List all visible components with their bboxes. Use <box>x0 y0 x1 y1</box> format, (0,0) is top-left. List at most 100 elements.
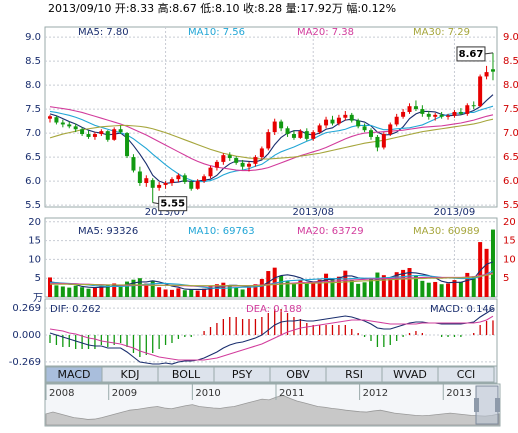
tab-label[interactable]: RSI <box>345 368 363 381</box>
candle-body <box>291 134 296 138</box>
candle-body <box>375 136 380 148</box>
y-tick-label: 6.5 <box>25 152 41 163</box>
volume-bar <box>163 289 168 297</box>
candle-body <box>381 134 386 148</box>
candle-body <box>227 155 232 159</box>
candle-body <box>439 114 444 117</box>
volume-bar <box>202 288 207 297</box>
macd-panel <box>44 298 498 367</box>
legend-entry: MA5: 7.80 <box>78 27 129 38</box>
volume-bar <box>234 287 239 297</box>
navigator-window[interactable] <box>475 385 499 425</box>
candle-body <box>60 122 65 125</box>
candle-body <box>426 113 431 117</box>
tab-label[interactable]: BOLL <box>172 368 201 381</box>
tab-label[interactable]: CCI <box>457 368 476 381</box>
y-tick-label: 9.0 <box>25 32 41 43</box>
volume-bar <box>60 286 65 297</box>
volume-bar <box>279 275 284 297</box>
y-tick-label-right: 5 <box>503 273 509 284</box>
candle-body <box>272 121 277 133</box>
volume-bar <box>54 285 59 297</box>
legend-entry: MA10: 69763 <box>188 226 255 237</box>
candle-body <box>413 106 418 110</box>
tab-label[interactable]: WVAD <box>393 368 427 381</box>
x-tick-label: 2013/07 <box>145 207 187 218</box>
legend-entry: MA20: 63729 <box>297 226 364 237</box>
volume-bar <box>375 272 380 297</box>
ma-line <box>49 94 494 185</box>
ma-line <box>49 118 494 160</box>
candle-body <box>433 114 438 117</box>
volume-bar <box>259 278 264 297</box>
tab-label[interactable]: OBV <box>286 368 310 381</box>
volume-bar <box>490 229 495 297</box>
candle-body <box>86 134 91 137</box>
y-tick-label-right: 6.0 <box>503 176 518 187</box>
candle-body <box>92 134 97 137</box>
y-tick-label: 8.0 <box>25 80 41 91</box>
tab-label[interactable]: KDJ <box>121 368 140 381</box>
tab[interactable] <box>437 366 495 383</box>
y-tick-label: 7.5 <box>25 104 41 115</box>
candle-body <box>336 117 341 124</box>
navigator-year: 2009 <box>112 388 137 399</box>
volume-bar <box>169 289 174 297</box>
candle-body <box>458 111 463 114</box>
candle-body <box>247 163 252 167</box>
volume-bar <box>240 289 245 297</box>
volume-bar <box>189 289 194 297</box>
y-tick-label: 7.0 <box>25 128 41 139</box>
candle-body <box>478 76 483 107</box>
navigator-handle[interactable] <box>474 398 479 412</box>
annotation-label: 8.67 <box>459 49 484 60</box>
volume-bar <box>118 286 123 297</box>
volume-bar <box>137 278 142 297</box>
volume-bar <box>227 286 232 297</box>
y-tick-label: 10 <box>28 254 41 265</box>
candle-body <box>446 115 451 117</box>
legend-entry: DEA: 0.188 <box>246 304 302 315</box>
volume-bar <box>317 279 322 297</box>
price-panel <box>44 26 498 208</box>
y-tick-label: 0.269 <box>12 303 41 314</box>
y-tick-label: -0.269 <box>9 357 41 368</box>
volume-bar <box>73 285 78 297</box>
ma-line <box>50 270 494 289</box>
candle-body <box>112 129 117 140</box>
volume-bar <box>413 275 418 297</box>
navigator-handle[interactable] <box>495 398 500 412</box>
volume-bar <box>99 286 104 297</box>
candle-body <box>118 129 123 133</box>
candle-body <box>169 179 174 183</box>
navigator-year: 2013 <box>446 388 471 399</box>
candle-body <box>401 111 406 117</box>
y-tick-label-right: 10 <box>503 254 516 265</box>
candle-body <box>182 175 187 183</box>
volume-bar <box>48 277 52 297</box>
tab-label[interactable]: MACD <box>58 368 91 381</box>
y-tick-label-right: 6.5 <box>503 152 518 163</box>
candle-body <box>189 182 194 189</box>
marks: 9.0 9.0 8.5 8.5 8.0 8.0 7.5 7.5 7.0 7.0 6.5 6.5 6.0 6… <box>9 27 518 426</box>
y-tick-label-right: 5.5 <box>503 200 518 211</box>
ma-line <box>49 308 494 365</box>
volume-bar <box>291 283 296 297</box>
tab-label[interactable]: PSY <box>232 368 253 381</box>
legend-entry: MA10: 7.56 <box>188 27 245 38</box>
volume-bar <box>446 283 451 297</box>
volume-bar <box>157 287 162 297</box>
candle-body <box>324 119 329 126</box>
y-tick-label-right: 7.5 <box>503 104 518 115</box>
volume-bar <box>105 284 110 297</box>
candle-body <box>259 148 264 158</box>
volume-bar <box>67 287 72 297</box>
volume-bar <box>336 276 341 297</box>
candle-body <box>80 129 85 135</box>
candle-body <box>202 176 207 182</box>
volume-bar <box>356 283 361 297</box>
volume-bar <box>343 270 348 297</box>
volume-bar <box>478 242 483 297</box>
candle-body <box>388 124 393 135</box>
candle-body <box>157 184 162 188</box>
